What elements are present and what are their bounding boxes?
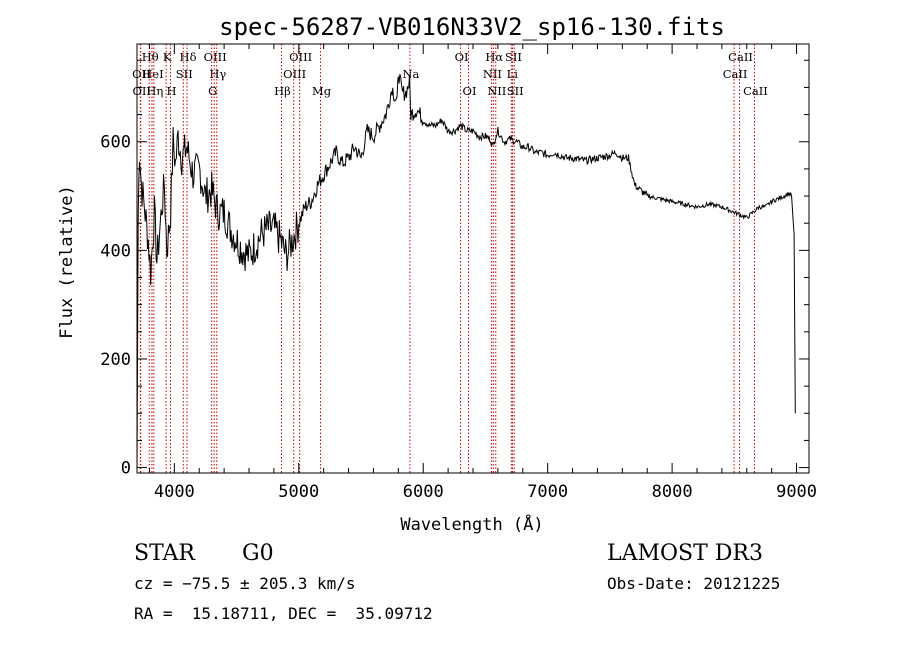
- line-label-26: CaII: [723, 67, 748, 81]
- line-label-16: Na: [402, 67, 419, 81]
- x-tick-label-2: 6000: [403, 482, 444, 502]
- chart-title: spec-56287-VB016N33V2_sp16-130.fits: [219, 13, 725, 41]
- object-class: STAR: [134, 541, 195, 566]
- line-label-13: OIII: [283, 67, 306, 81]
- line-label-6: H: [166, 84, 176, 98]
- coordinates: RA = 15.18711, DEC = 35.09712: [134, 604, 433, 623]
- y-tick-label-1: 200: [100, 350, 131, 370]
- y-axis-label: Flux (relative): [57, 185, 77, 339]
- y-tick-label-2: 400: [100, 241, 131, 261]
- line-label-12: Hβ: [274, 84, 291, 98]
- line-label-17: OI: [455, 50, 469, 64]
- plot-frame: [136, 43, 810, 474]
- line-label-23: Li: [507, 67, 519, 81]
- cz-value: cz = −75.5 ± 205.3 km/s: [134, 574, 356, 593]
- x-tick-label-3: 7000: [527, 482, 568, 502]
- x-tick-label-0: 4000: [154, 482, 195, 502]
- x-tick-label-4: 8000: [652, 482, 693, 502]
- line-label-8: Hδ: [180, 50, 197, 64]
- line-label-3: HeI: [142, 67, 163, 81]
- line-label-11: G: [208, 84, 217, 98]
- line-label-14: OIII: [289, 50, 312, 64]
- spectrum-line: [136, 74, 796, 468]
- y-tick-label-0: 0: [121, 459, 131, 479]
- survey-label: LAMOST DR3: [607, 541, 763, 566]
- obs-date: Obs-Date: 20121225: [607, 574, 781, 593]
- x-tick-label-1: 5000: [278, 482, 319, 502]
- axis-ticks: 4000 5000 6000 7000 8000 9000 0 200 400 600: [100, 44, 817, 502]
- line-label-25: CaII: [728, 50, 753, 64]
- spectrum-series: [136, 74, 796, 468]
- line-label-4: Hη: [146, 84, 163, 98]
- line-label-20: NII: [483, 67, 502, 81]
- line-label-7: SII: [176, 67, 193, 81]
- line-label-24: SII: [507, 84, 524, 98]
- line-label-15: Mg: [312, 84, 332, 98]
- line-label-5: K: [163, 50, 172, 64]
- x-axis-label: Wavelength (Å): [400, 513, 543, 535]
- line-label-2: Hθ: [142, 50, 159, 64]
- object-subclass: G0: [242, 541, 274, 566]
- line-label-19: Hα: [485, 50, 503, 64]
- line-label-21: NII: [487, 84, 506, 98]
- line-label-9: OIII: [204, 50, 227, 64]
- x-tick-label-5: 9000: [776, 482, 817, 502]
- line-label-10: Hγ: [209, 67, 226, 81]
- line-label-27: CaII: [743, 84, 768, 98]
- line-label-18: OI: [463, 84, 477, 98]
- y-tick-label-3: 600: [100, 133, 131, 153]
- line-label-22: SII: [505, 50, 522, 64]
